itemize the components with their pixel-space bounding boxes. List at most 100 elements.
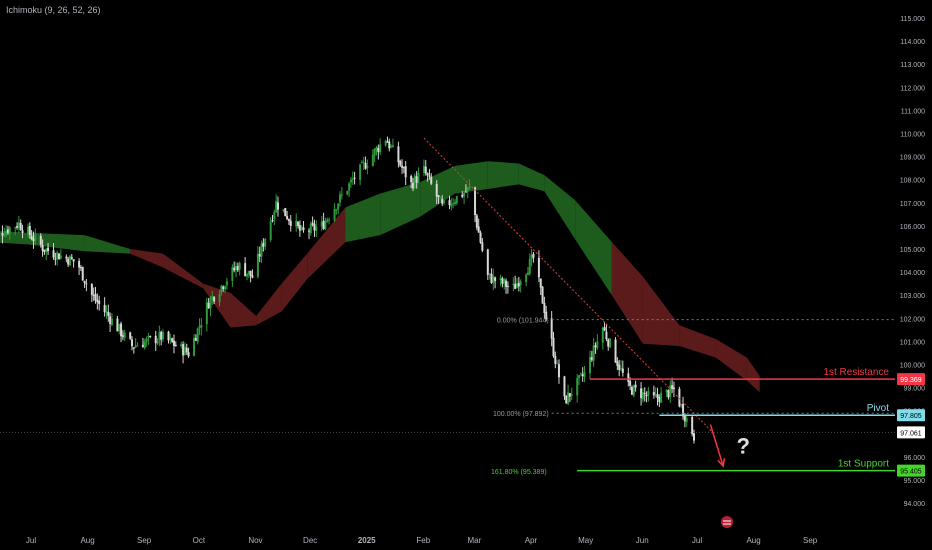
candle-bull	[579, 373, 582, 375]
candle-bull	[200, 324, 203, 328]
level-name: 1st Resistance	[823, 367, 889, 378]
plot-area	[0, 136, 895, 472]
candle-bull	[443, 200, 446, 204]
candle-bull	[492, 276, 495, 283]
x-tick-label: Dec	[303, 536, 317, 545]
candle-bear	[141, 344, 144, 348]
candle-bear	[129, 332, 132, 339]
candle-bull	[390, 146, 393, 148]
candle-bear	[90, 284, 93, 295]
candle-bear	[435, 183, 438, 197]
candle-bull	[452, 203, 455, 205]
candle-bull	[123, 332, 126, 338]
candle-bear	[693, 433, 695, 441]
candle-bear	[494, 277, 497, 281]
y-tick-label: 100.000	[900, 363, 925, 370]
candle-bull	[439, 197, 442, 199]
candle-bull	[145, 338, 148, 342]
indicator-label: Ichimoku (9, 26, 52, 26)	[6, 5, 101, 15]
candle-bull	[632, 385, 635, 396]
candle-bear	[289, 220, 292, 226]
candle-bull	[570, 394, 573, 396]
candle-bull	[468, 186, 471, 188]
candle-bear	[552, 337, 555, 357]
candle-bull	[384, 140, 387, 146]
candle-bear	[541, 286, 544, 304]
y-tick-label: 109.000	[900, 155, 925, 162]
candle-bull	[373, 149, 376, 156]
candle-bear	[81, 267, 84, 281]
candle-bear	[58, 253, 61, 260]
candle-bear	[121, 335, 124, 337]
candle-bear	[54, 258, 57, 260]
cloud-segment	[28, 232, 85, 252]
candle-bull	[455, 196, 458, 204]
candle-bear	[437, 195, 440, 198]
cloud-segment	[679, 325, 716, 358]
candle-bear	[645, 395, 648, 397]
event-flag-stripe	[723, 520, 731, 522]
candle-bull	[68, 256, 71, 266]
candle-bear	[302, 227, 305, 230]
candle-bull	[576, 377, 579, 396]
candle-bear	[154, 335, 157, 344]
candle-bull	[567, 392, 570, 405]
candle-bull	[413, 175, 416, 189]
candle-bear	[607, 339, 610, 347]
cloud-segment	[203, 283, 231, 328]
candle-bear	[28, 225, 31, 236]
cloud-segment	[307, 207, 346, 280]
y-tick-label: 102.000	[900, 316, 925, 323]
candle-bear	[39, 235, 42, 245]
candle-bull	[660, 392, 663, 403]
y-tick-label: 107.000	[900, 201, 925, 208]
candle-bear	[131, 339, 134, 347]
candle-bear	[388, 141, 391, 149]
candle-bull	[134, 345, 137, 348]
candle-bear	[286, 215, 289, 220]
candle-bull	[105, 311, 108, 313]
candle-bear	[364, 163, 367, 169]
candle-bear	[94, 294, 97, 301]
cloud-segment	[380, 182, 421, 236]
candle-bear	[594, 345, 597, 348]
candle-bear	[171, 338, 174, 342]
candle-bear	[614, 339, 617, 363]
candle-bear	[474, 187, 477, 216]
candle-bear	[652, 392, 655, 396]
candle-bear	[554, 355, 557, 364]
candle-bull	[417, 172, 420, 183]
x-tick-label: Sep	[803, 536, 818, 545]
candle-bear	[545, 311, 548, 320]
candle-bear	[16, 226, 19, 228]
trendline	[423, 137, 715, 435]
candle-bull	[333, 208, 336, 221]
candle-bear	[41, 244, 44, 251]
candle-bull	[669, 385, 672, 397]
candle-bear	[667, 390, 670, 398]
candle-bear	[399, 161, 402, 166]
candle-bull	[34, 234, 37, 241]
candle-bear	[490, 274, 493, 283]
candle-bear	[65, 256, 68, 259]
candle-bull	[525, 274, 528, 283]
candle-bull	[530, 254, 533, 260]
candle-bull	[375, 147, 378, 151]
candle-bull	[526, 272, 529, 276]
candle-bull	[346, 191, 349, 195]
candle-bull	[680, 404, 683, 406]
candle-bear	[672, 387, 675, 390]
candle-bear	[517, 283, 520, 287]
candle-bear	[120, 323, 123, 337]
candle-bear	[271, 220, 274, 222]
candle-bull	[45, 248, 48, 253]
candle-bear	[568, 393, 571, 397]
candle-bear	[160, 331, 163, 340]
level-name: 1st Support	[838, 459, 889, 470]
candle-bull	[499, 277, 502, 281]
x-tick-label: Aug	[80, 536, 94, 545]
candle-bear	[149, 336, 152, 338]
candle-bear	[19, 223, 22, 231]
candle-bear	[213, 297, 216, 302]
